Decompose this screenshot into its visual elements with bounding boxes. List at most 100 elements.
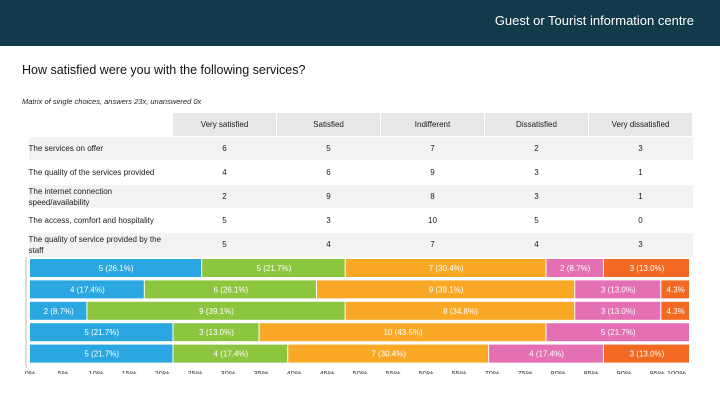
bar-data-label: 4 (17.4%) [529, 350, 564, 359]
table-cell: 3 [484, 160, 589, 185]
bar-segment [87, 301, 345, 320]
bar-data-label: 6 (26.1%) [214, 285, 249, 294]
bar-segment [30, 259, 202, 277]
bar-data-label: 3 (13.0%) [601, 307, 636, 316]
table-corner [28, 112, 173, 137]
bar-data-label: 9 (39.1%) [199, 307, 234, 316]
bar-segment [30, 280, 144, 299]
x-tick-label: 35% [253, 369, 268, 374]
x-tick-label: 55% [451, 369, 466, 374]
table-header-row: Very satisfied Satisfied Indifferent Dis… [28, 112, 693, 137]
bar-segment [30, 323, 173, 342]
table-cell: 8 [380, 184, 485, 209]
bar-data-label: 3 (13.0%) [630, 350, 665, 359]
table-cell: 5 [172, 208, 277, 233]
x-tick-label: 40% [286, 369, 301, 374]
question-title: How satisfied were you with the followin… [22, 63, 306, 77]
table-cell: 0 [588, 208, 693, 233]
bar-data-label: 4 (17.4%) [214, 350, 249, 359]
bar-segment [603, 259, 689, 277]
table-row: The access, comfort and hospitality 5 3 … [28, 208, 693, 233]
bar-data-label: 9 (39.1%) [429, 285, 464, 294]
table-cell: 4 [484, 232, 589, 257]
x-tick-label: 100% [667, 369, 687, 374]
answer-summary: Matrix of single choices, answers 23x, u… [22, 97, 202, 106]
table-cell: 6 [172, 136, 277, 161]
table-cell: 4 [172, 160, 277, 185]
x-tick-label: 50% [418, 369, 433, 374]
x-tick-label: 70% [484, 369, 499, 374]
table-cell: 3 [276, 208, 381, 233]
bar-data-label: 2 (8.7%) [44, 307, 75, 316]
x-tick-label: 55% [385, 369, 400, 374]
column-header: Indifferent [380, 112, 485, 137]
bar-data-label: 8 (34.8%) [443, 307, 478, 316]
x-tick-label: 30% [220, 369, 235, 374]
bar-segment [316, 280, 575, 299]
column-header: Dissatisfied [484, 112, 589, 137]
x-tick-label: 75% [517, 369, 532, 374]
x-tick-label: 50% [352, 369, 367, 374]
bar-data-label: 10 (43.5%) [383, 328, 422, 337]
row-label: The access, comfort and hospitality [28, 208, 173, 233]
table-cell: 10 [380, 208, 485, 233]
bar-data-label: 5 (21.7%) [257, 264, 292, 273]
bar-segment [661, 301, 689, 320]
bar-segment [661, 280, 689, 299]
table-row: The quality of service provided by the s… [28, 232, 693, 257]
bar-segment [575, 280, 661, 299]
row-label: The quality of the services provided [28, 160, 173, 185]
bar-data-label: 4 (17.4%) [70, 285, 105, 294]
x-tick-label: 45% [319, 369, 334, 374]
column-header: Very dissatisfied [588, 112, 693, 137]
stacked-bar-chart: 5 (26.1%) 5 (21.7%) 7 (30.4%) 2 (8.7%) 3 (13… [22, 254, 698, 374]
table-row: The quality of the services provided 4 6… [28, 160, 693, 185]
table-cell: 9 [276, 184, 381, 209]
chart-canvas: 5 (26.1%) 5 (21.7%) 7 (30.4%) 2 (8.7%) 3 (13… [25, 257, 689, 374]
bar-data-label: 3 (13.0%) [601, 285, 636, 294]
bar-segment [546, 323, 689, 342]
x-tick-label: 5% [58, 369, 69, 374]
table-cell: 5 [484, 208, 589, 233]
bar-data-label: 5 (21.7%) [601, 328, 636, 337]
table-cell: 9 [380, 160, 485, 185]
x-tick-label: 25% [187, 369, 202, 374]
bar-segment [30, 344, 173, 363]
x-tick-label: 95% [649, 369, 664, 374]
bar-data-label: 4.3% [667, 307, 685, 316]
table-cell: 4 [276, 232, 381, 257]
table-cell: 1 [588, 160, 693, 185]
table-row: The internet connection speed/availabili… [28, 184, 693, 209]
table-cell: 5 [172, 232, 277, 257]
page-title: Guest or Tourist information centre [494, 13, 694, 28]
table-cell: 2 [172, 184, 277, 209]
bar-segment [173, 323, 259, 342]
table-cell: 3 [588, 136, 693, 161]
x-tick-label: 0% [25, 369, 36, 374]
row-label: The internet connection speed/availabili… [28, 184, 173, 209]
table-cell: 7 [380, 136, 485, 161]
bar-segment [345, 301, 575, 320]
results-table: Very satisfied Satisfied Indifferent Dis… [28, 112, 693, 257]
header-bar: Guest or Tourist information centre [0, 0, 720, 46]
x-tick-label: 90% [616, 369, 631, 374]
bar-data-label: 5 (26.1%) [99, 264, 134, 273]
bar-data-label: 3 (13.0%) [630, 264, 665, 273]
bar-data-label: 5 (21.7%) [84, 328, 119, 337]
bar-segment [489, 344, 603, 363]
x-tick-label: 85% [583, 369, 598, 374]
bar-segment [202, 259, 345, 277]
bar-segment [603, 344, 689, 363]
bar-segment [30, 301, 87, 320]
table-cell: 6 [276, 160, 381, 185]
table-cell: 3 [484, 184, 589, 209]
table-cell: 3 [588, 232, 693, 257]
bar-data-label: 4.3% [667, 285, 685, 294]
bar-data-label: 7 (30.4%) [429, 264, 464, 273]
bar-segment [144, 280, 316, 299]
bar-segment [575, 301, 661, 320]
x-tick-label: 80% [550, 369, 565, 374]
bar-segment [546, 259, 603, 277]
bar-segment [345, 259, 546, 277]
table-cell: 7 [380, 232, 485, 257]
